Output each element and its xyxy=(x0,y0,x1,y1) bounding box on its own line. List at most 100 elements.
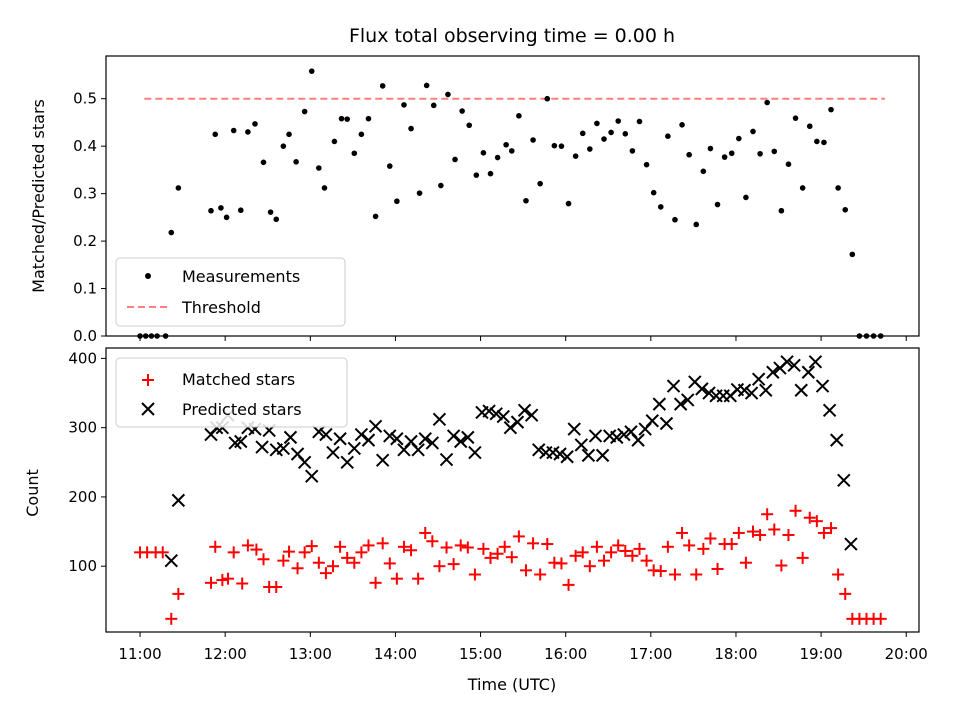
measurement-point xyxy=(806,123,813,130)
measurement-point xyxy=(466,122,473,129)
predicted-x-b xyxy=(383,429,397,443)
predicted-x-b xyxy=(702,386,716,400)
predicted-star-point xyxy=(461,430,475,445)
x-tick-label: 15:00 xyxy=(459,645,502,663)
measurement-point xyxy=(487,170,494,177)
measurement-point xyxy=(445,91,451,98)
measurement-point xyxy=(821,139,827,146)
predicted-star-point xyxy=(319,427,333,442)
predicted-star-point xyxy=(744,386,759,400)
matched-star-point xyxy=(612,539,625,552)
measurement-point xyxy=(650,189,657,196)
predicted-x-b xyxy=(319,427,333,442)
predicted-star-point xyxy=(751,372,766,386)
matched-star-point xyxy=(291,562,304,575)
measurement-point xyxy=(672,216,678,223)
measurement-point xyxy=(494,154,501,161)
x-tick-label: 17:00 xyxy=(629,645,672,663)
bottom-plot-area xyxy=(134,355,887,625)
predicted-x-b xyxy=(276,441,291,456)
predicted-x-b xyxy=(759,383,773,397)
predicted-star-point xyxy=(631,433,645,447)
legend-predicted-label: Predicted stars xyxy=(182,400,302,419)
legend-predicted-marker xyxy=(141,402,155,416)
predicted-star-point xyxy=(560,450,574,464)
x-tick-label: 16:00 xyxy=(544,645,587,663)
measurement-point xyxy=(286,131,292,138)
bottom-y-tick-label: 200 xyxy=(68,488,97,506)
predicted-star-point xyxy=(510,415,525,429)
predicted-star-point xyxy=(617,427,631,442)
measurement-point xyxy=(508,148,515,154)
predicted-star-point xyxy=(340,455,354,469)
measurement-point xyxy=(736,135,742,142)
predicted-star-point xyxy=(503,420,518,435)
matched-star-point xyxy=(732,526,745,539)
predicted-x-b xyxy=(347,441,362,456)
predicted-x-b xyxy=(815,379,830,393)
measurement-point xyxy=(828,106,834,113)
predicted-star-point xyxy=(794,383,808,397)
chart-title: Flux total observing time = 0.00 h xyxy=(349,25,675,47)
predicted-star-point xyxy=(581,448,596,463)
predicted-star-point xyxy=(390,432,404,446)
legend-threshold-label: Threshold xyxy=(181,298,261,317)
matched-star-point xyxy=(172,587,185,600)
measurement-point xyxy=(537,180,543,187)
predicted-star-point xyxy=(312,425,326,439)
predicted-star-point xyxy=(645,414,659,428)
bottom-y-tick-label: 100 xyxy=(68,557,97,575)
predicted-x-b xyxy=(446,429,461,443)
matched-star-point xyxy=(754,529,767,542)
measurement-point xyxy=(551,142,558,149)
predicted-star-point xyxy=(383,429,397,443)
predicted-x-b xyxy=(624,425,638,439)
matched-star-point xyxy=(768,523,781,536)
matched-star-point xyxy=(426,535,439,548)
predicted-x-b xyxy=(659,416,674,431)
predicted-star-point xyxy=(361,433,376,447)
measurement-point xyxy=(523,197,529,204)
measurement-point xyxy=(728,150,735,157)
top-y-tick-label: 0.3 xyxy=(73,185,97,203)
measurement-point xyxy=(372,213,379,220)
measurement-point xyxy=(379,83,386,89)
top-legend-box xyxy=(115,257,346,327)
measurement-point xyxy=(835,185,841,191)
measurement-point xyxy=(252,121,258,127)
predicted-star-point xyxy=(482,404,496,418)
predicted-star-point xyxy=(432,412,447,427)
measurement-point xyxy=(657,204,664,210)
predicted-star-point xyxy=(347,441,362,456)
matched-star-point xyxy=(369,576,382,589)
matched-star-point xyxy=(534,568,547,581)
predicted-x-b xyxy=(290,447,305,461)
predicted-star-point xyxy=(837,473,851,488)
measurement-point xyxy=(175,185,182,191)
measurement-point xyxy=(316,165,322,171)
measurement-point xyxy=(814,138,820,145)
matched-star-point xyxy=(216,574,229,587)
predicted-x-b xyxy=(787,358,801,373)
measurement-point xyxy=(280,143,287,149)
bottom-y-tick-label: 300 xyxy=(68,419,97,437)
top-y-tick-label: 0.4 xyxy=(73,137,97,155)
matched-star-point xyxy=(277,554,290,567)
matched-star-point xyxy=(376,537,389,550)
matched-star-point xyxy=(668,568,681,581)
predicted-x-b xyxy=(751,372,766,386)
measurement-point xyxy=(459,108,465,114)
matched-star-point xyxy=(683,539,696,552)
matched-star-point xyxy=(209,540,222,553)
measurement-point xyxy=(608,129,614,136)
measurement-point xyxy=(594,120,600,127)
matched-star-point xyxy=(327,560,340,573)
matched-star-point xyxy=(803,511,816,524)
predicted-star-point xyxy=(283,430,298,445)
predicted-x-b xyxy=(595,448,610,463)
predicted-x-b xyxy=(532,443,546,457)
matched-star-point xyxy=(817,526,830,539)
measurement-point xyxy=(849,251,856,258)
x-tick-label: 14:00 xyxy=(374,645,417,663)
matched-star-point xyxy=(775,559,788,572)
